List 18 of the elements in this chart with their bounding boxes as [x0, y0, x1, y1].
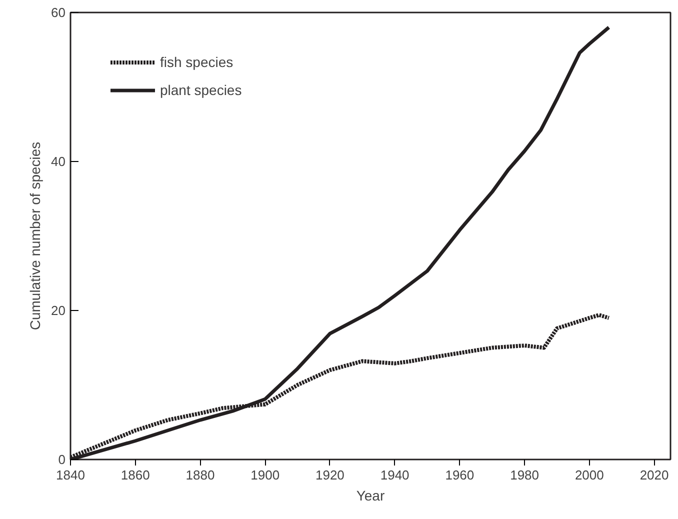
y-tick-label: 0	[58, 452, 66, 467]
x-tick-label: 1840	[56, 468, 85, 482]
x-tick-label: 1920	[316, 468, 344, 482]
y-tick-label: 60	[51, 5, 66, 20]
x-tick-label: 2000	[574, 468, 604, 482]
x-tick-label: 1940	[380, 468, 410, 482]
y-tick-label: 40	[51, 154, 66, 169]
x-tick-label: 1860	[120, 468, 150, 482]
x-tick-label: 1960	[445, 468, 474, 482]
x-axis-title: Year	[356, 488, 385, 504]
legend-label: fish species	[160, 54, 234, 70]
x-tick-label: 1980	[510, 468, 540, 482]
x-tick-label: 1900	[250, 468, 280, 482]
x-tick-label: 2020	[640, 468, 669, 482]
y-tick-label: 20	[51, 303, 66, 318]
x-tick-label: 1880	[186, 468, 215, 482]
y-axis-title: Cumulative number of species	[27, 142, 44, 330]
legend-label: plant species	[160, 82, 242, 98]
